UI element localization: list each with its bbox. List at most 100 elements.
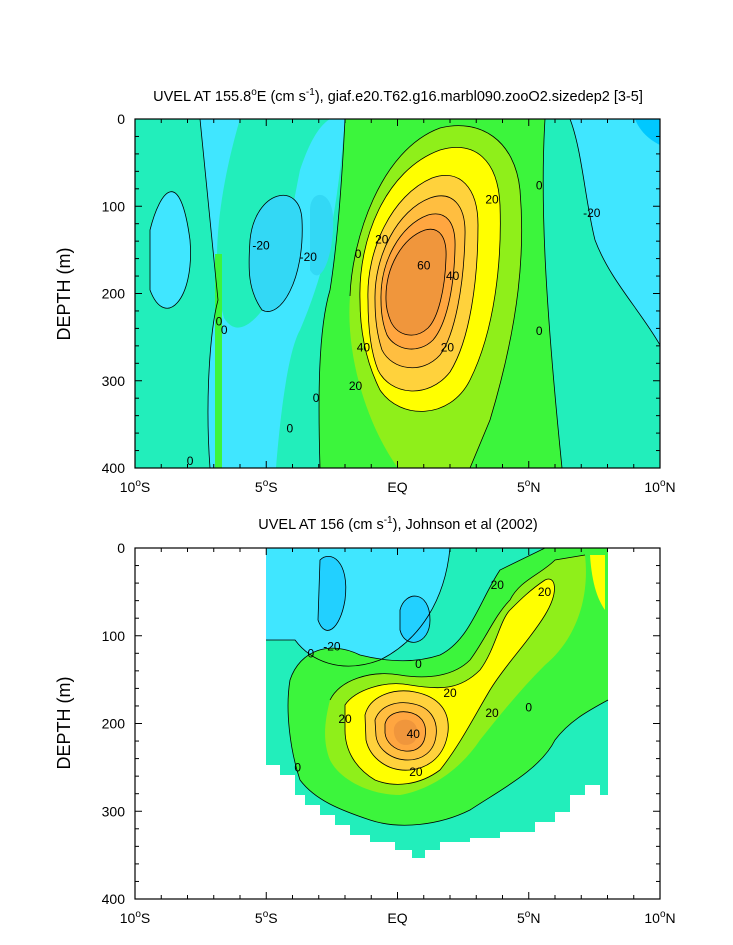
contour-label: 40 <box>357 341 371 355</box>
contour-label: 0 <box>525 701 532 715</box>
svg-text:20: 20 <box>491 578 505 592</box>
contour-line <box>374 195 466 369</box>
y-tick-label: 300 <box>102 803 126 819</box>
svg-text:20: 20 <box>485 706 499 720</box>
svg-text:20: 20 <box>349 379 363 393</box>
contour-line <box>542 119 563 468</box>
contour-label: 0 <box>187 454 194 468</box>
contour-label: 20 <box>485 706 499 720</box>
svg-text:0: 0 <box>287 422 294 436</box>
panel-observed: UVEL AT 156 (cm s-1), Johnson et al (200… <box>54 515 676 926</box>
fill-neg30-far-west <box>163 229 188 285</box>
contour-label: 20 <box>443 686 457 700</box>
fill-neg30-west <box>249 195 303 312</box>
contour-label: 0 <box>221 323 228 337</box>
svg-text:0: 0 <box>313 391 320 405</box>
contour-line <box>344 578 555 785</box>
x-tick-label: 5oS <box>255 909 278 926</box>
svg-text:-20: -20 <box>300 250 318 264</box>
contour-label: 0 <box>216 314 223 328</box>
contour-line <box>569 119 660 346</box>
contour-line <box>318 119 346 468</box>
svg-text:40: 40 <box>357 341 371 355</box>
contour-label: 60 <box>417 259 431 273</box>
contour-line <box>248 194 303 312</box>
svg-text:0: 0 <box>536 178 543 192</box>
contour-label: -20 <box>323 639 341 653</box>
contour-label: 20 <box>538 585 552 599</box>
svg-text:-20: -20 <box>252 239 270 253</box>
svg-text:0: 0 <box>525 701 532 715</box>
contour-line <box>329 554 586 701</box>
y-tick-label: 0 <box>117 540 125 556</box>
contour-label: 20 <box>338 712 352 726</box>
panel-1-title: UVEL AT 155.8oE (cm s-1), giaf.e20.T62.g… <box>153 87 643 105</box>
y-tick-label: 0 <box>117 111 125 127</box>
contour-label: 0 <box>294 760 301 774</box>
panel-1-ylabel: DEPTH (m) <box>54 248 74 341</box>
fill-neg20-east <box>570 119 660 345</box>
contour-line <box>287 679 609 826</box>
x-tick-label: 5oS <box>255 478 278 495</box>
contour-label: 0 <box>313 391 320 405</box>
y-tick-label: 400 <box>102 891 126 907</box>
y-tick-label: 100 <box>102 198 126 214</box>
contour-label: -20 <box>300 250 318 264</box>
contour-line <box>385 228 447 336</box>
svg-text:0: 0 <box>187 454 194 468</box>
contour-label: 0 <box>287 422 294 436</box>
contour-line <box>384 711 426 752</box>
svg-text:0: 0 <box>355 247 362 261</box>
fill-neg30-core <box>400 596 430 643</box>
fill-sliver <box>215 254 222 468</box>
svg-text:0: 0 <box>221 323 228 337</box>
svg-text:0: 0 <box>536 324 543 338</box>
contour-line <box>199 119 219 468</box>
x-tick-label: 10oS <box>120 478 150 495</box>
svg-text:-20: -20 <box>583 206 601 220</box>
y-tick-label: 400 <box>102 460 126 476</box>
contour-label: 40 <box>446 269 460 283</box>
svg-text:20: 20 <box>338 712 352 726</box>
contour-label: 20 <box>441 341 455 355</box>
fill-60-plus <box>385 229 447 336</box>
contour-line <box>149 191 191 309</box>
contour-line <box>349 125 523 468</box>
svg-text:20: 20 <box>409 765 423 779</box>
contour-label: 20 <box>485 192 499 206</box>
fill-60-plus <box>393 719 418 745</box>
contour-label: -20 <box>583 206 601 220</box>
y-tick-label: 100 <box>102 628 126 644</box>
panel-2-title: UVEL AT 156 (cm s-1), Johnson et al (200… <box>258 515 537 533</box>
svg-text:20: 20 <box>441 341 455 355</box>
contour-label: 40 <box>407 727 421 741</box>
contour-line <box>380 213 456 350</box>
x-tick-label: 10oS <box>120 909 150 926</box>
svg-text:20: 20 <box>443 686 457 700</box>
contour-label: 0 <box>415 657 422 671</box>
panel-2-contour-fill <box>266 548 609 858</box>
svg-text:40: 40 <box>407 727 421 741</box>
contour-label: 20 <box>491 578 505 592</box>
svg-text:40: 40 <box>446 269 460 283</box>
fill-neg30-west-2 <box>310 194 334 276</box>
contour-label: 0 <box>308 646 315 660</box>
panel-2-ylabel: DEPTH (m) <box>54 677 74 770</box>
svg-text:-20: -20 <box>323 639 341 653</box>
x-tick-label: 5oN <box>517 909 540 926</box>
contour-line <box>359 147 501 412</box>
svg-text:0: 0 <box>308 646 315 660</box>
x-tick-label: 5oN <box>517 478 540 495</box>
svg-text:20: 20 <box>375 232 389 246</box>
contour-label: 20 <box>349 379 363 393</box>
fill-neg30-east <box>635 119 660 145</box>
svg-text:20: 20 <box>485 192 499 206</box>
contour-line <box>364 690 449 771</box>
contour-line <box>289 548 546 681</box>
panel-model: UVEL AT 155.8oE (cm s-1), giaf.e20.T62.g… <box>54 87 676 495</box>
x-tick-label: EQ <box>387 479 407 495</box>
